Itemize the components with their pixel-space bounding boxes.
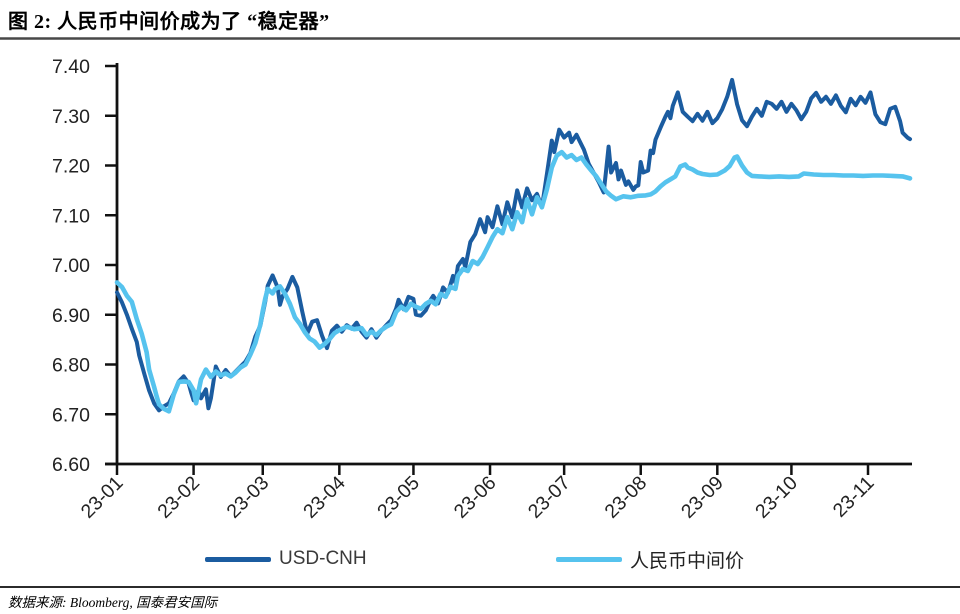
series-line-midprice — [114, 149, 913, 414]
y-tick-label: 6.60 — [52, 454, 90, 476]
figure-title: 图 2: 人民币中间价成为了 “稳定器” — [8, 11, 330, 33]
legend-label-usd-cnh: USD-CNH — [279, 548, 367, 569]
series-line-usd-cnh — [115, 77, 912, 413]
y-tick-label: 7.40 — [52, 56, 90, 78]
x-tick-label: 23-09 — [677, 472, 728, 523]
x-tick-label: 23-07 — [524, 472, 575, 523]
data-source-note: 数据来源: Bloomberg, 国泰君安国际 — [8, 595, 218, 610]
x-tick-label: 23-03 — [222, 472, 273, 523]
x-tick-label: 23-04 — [299, 472, 350, 523]
legend-line-swatch-usd-cnh — [205, 556, 271, 562]
legend-item-usd-cnh: USD-CNH — [205, 544, 367, 574]
legend-line-swatch-midprice — [556, 556, 622, 562]
y-tick-label: 6.70 — [52, 404, 90, 426]
y-tick-label: 7.30 — [52, 106, 90, 128]
x-tick-label: 23-05 — [373, 472, 424, 523]
y-tick-label: 7.00 — [52, 255, 90, 277]
legend-item-midprice: 人民币中间价 — [556, 544, 744, 574]
y-tick-label: 7.20 — [52, 156, 90, 178]
x-tick-label: 23-06 — [450, 472, 501, 523]
x-tick-label: 23-08 — [600, 472, 651, 523]
x-tick-label: 23-01 — [77, 472, 128, 523]
legend-label-midprice: 人民币中间价 — [630, 550, 745, 572]
footer-divider — [0, 586, 960, 588]
title-underline — [0, 37, 960, 40]
y-tick-label: 6.80 — [52, 355, 90, 377]
x-tick-label: 23-10 — [751, 472, 802, 523]
y-tick-label: 6.90 — [52, 305, 90, 327]
x-tick-label: 23-11 — [829, 472, 879, 522]
y-tick-label: 7.10 — [52, 205, 90, 227]
x-tick-label: 23-02 — [153, 472, 204, 523]
legend: USD-CNH 人民币中间价 — [0, 544, 960, 576]
